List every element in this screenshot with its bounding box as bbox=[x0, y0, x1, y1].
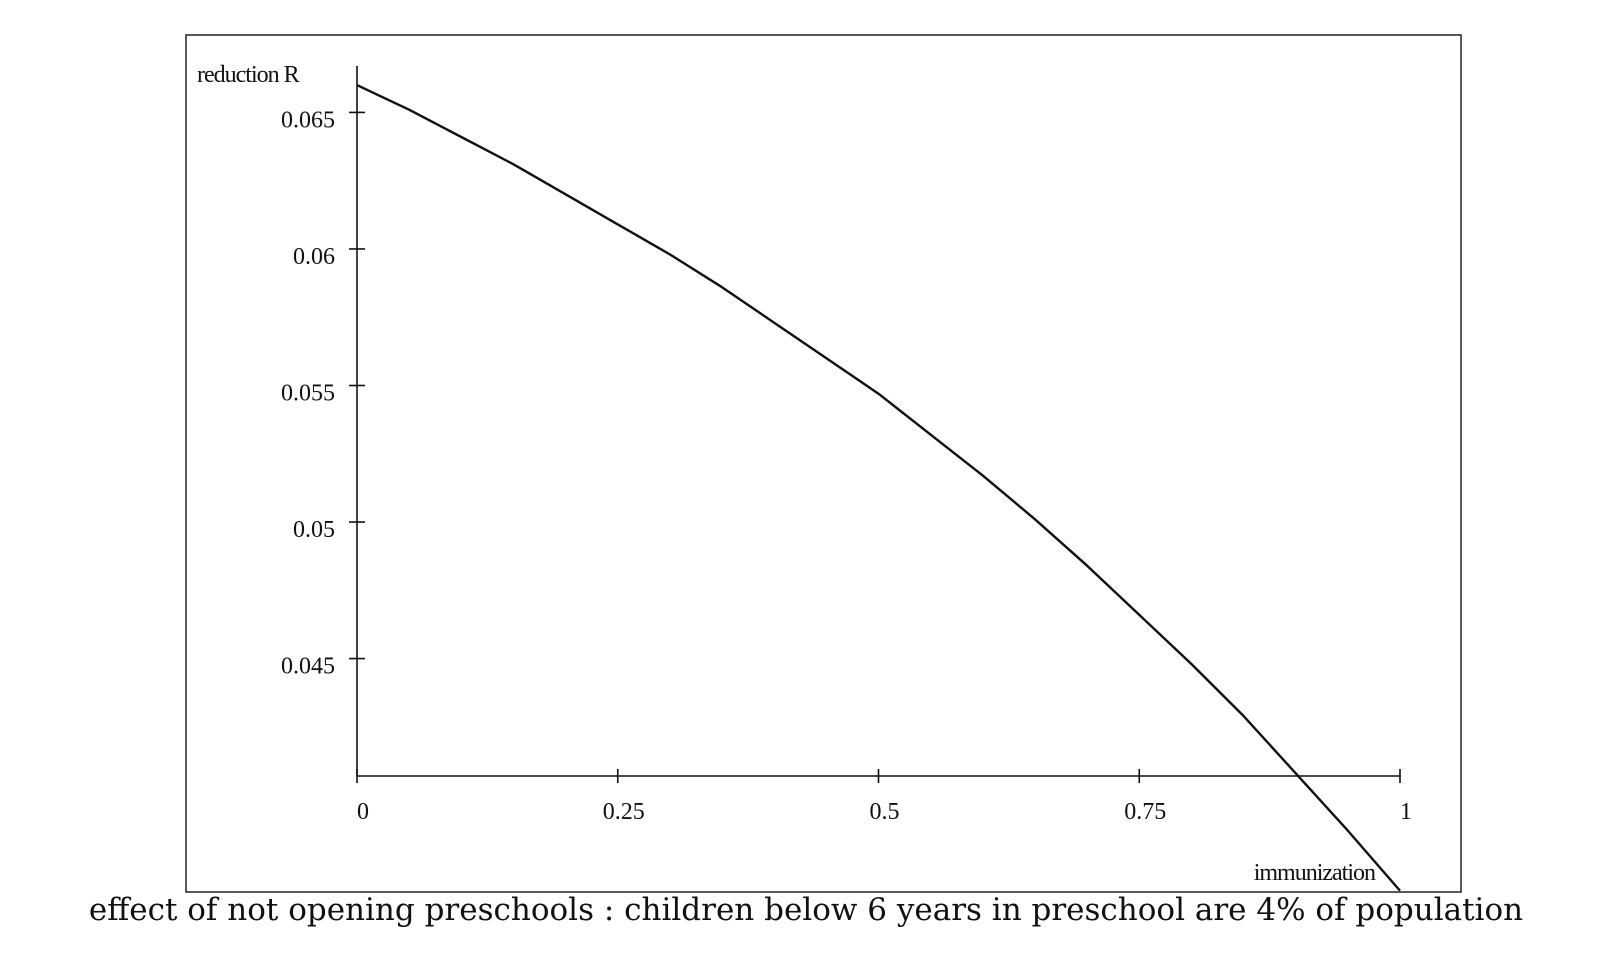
x-tick-label: 0.25 bbox=[603, 799, 645, 825]
x-tick-label: 0 bbox=[357, 799, 369, 825]
y-tick-label: 0.045 bbox=[281, 654, 335, 680]
y-tick-label: 0.065 bbox=[281, 107, 335, 133]
x-tick-label: 1 bbox=[1400, 799, 1412, 825]
x-ticks: 0 0.25 0.5 0.75 1 bbox=[356, 769, 1412, 825]
series-layer bbox=[356, 84, 1401, 892]
y-axis-title: reduction R bbox=[197, 62, 300, 88]
x-tick-label: 0.5 bbox=[870, 799, 900, 825]
series-line bbox=[356, 84, 1401, 892]
chart-frame bbox=[185, 34, 1462, 893]
x-axis-title: immunization bbox=[1254, 860, 1376, 886]
chart-caption: effect of not opening preschools : child… bbox=[88, 892, 1524, 928]
y-tick-label: 0.06 bbox=[293, 244, 335, 270]
y-tick-label: 0.05 bbox=[293, 517, 335, 543]
x-tick-label: 0.75 bbox=[1124, 799, 1166, 825]
y-ticks: 0.045 0.05 0.055 0.06 0.065 bbox=[281, 107, 365, 680]
y-tick-label: 0.055 bbox=[281, 381, 335, 407]
